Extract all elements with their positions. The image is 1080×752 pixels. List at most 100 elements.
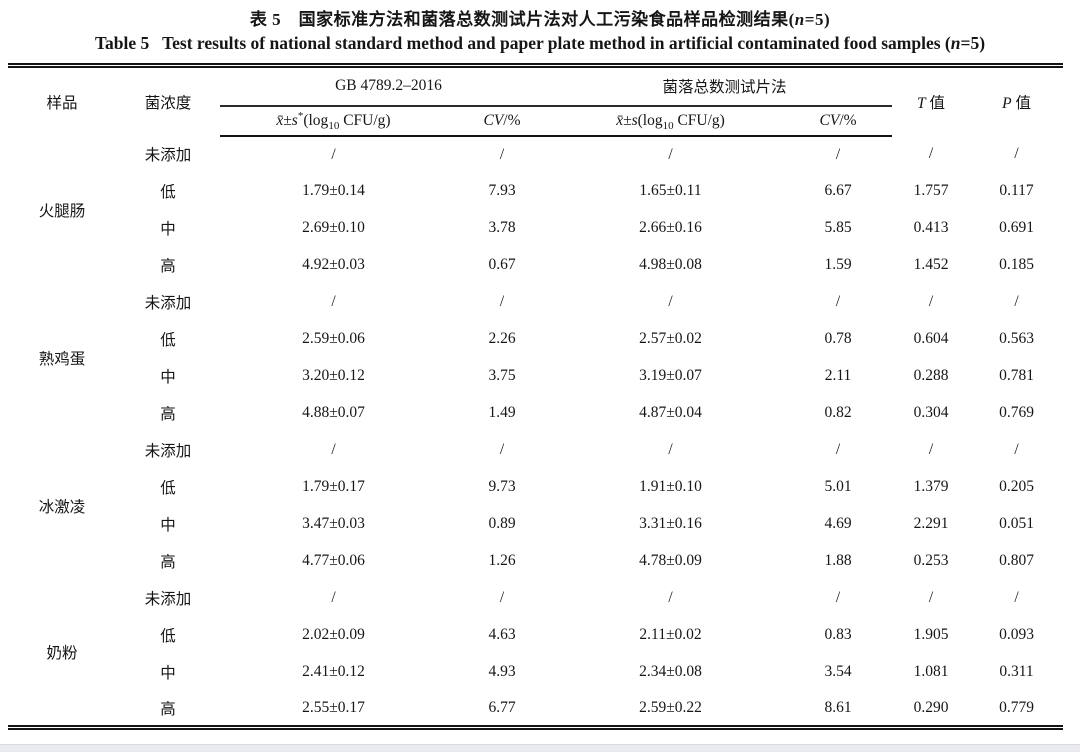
gb-mean-cell: 1.79±0.14 [302, 182, 365, 199]
pp-mean-cell: 2.59±0.22 [639, 698, 702, 716]
p-label: 值 [1011, 94, 1031, 112]
gb-mean-cell: 4.77±0.06 [302, 552, 365, 569]
pp-cv-cell: 6.67 [824, 182, 852, 199]
t-cell: 0.304 [913, 404, 949, 421]
t-cell: 0.290 [913, 698, 949, 716]
concentration-cell: 低 [160, 184, 176, 201]
p-cell: 0.781 [999, 367, 1034, 384]
t-cell: / [928, 589, 934, 606]
table-row: 低 1.79±0.14 7.93 1.65±0.11 6.67 1.757 0.… [8, 173, 1063, 210]
concentration-cell: 中 [160, 369, 176, 386]
t-cell: 1.452 [913, 256, 949, 273]
concentration-cell: 中 [160, 517, 176, 534]
gb-cv-cell: 6.77 [488, 698, 516, 716]
gb-cv-cell: / [499, 293, 505, 310]
unit-text: CFU/g) [339, 111, 391, 129]
gb-cv-cell: 7.93 [488, 182, 516, 199]
t-cell: 0.288 [913, 367, 949, 384]
pp-cv-cell: 1.59 [824, 256, 852, 273]
pp-cv-cell: 0.82 [824, 404, 852, 421]
pp-mean-cell: 3.31±0.16 [639, 515, 702, 532]
t-cell: 0.253 [913, 552, 949, 569]
log-base-subscript: 10 [662, 119, 674, 132]
concentration-cell: 未添加 [144, 591, 192, 608]
t-label: 值 [925, 94, 946, 112]
pp-cv-cell: 8.61 [824, 698, 852, 716]
t-cell: / [928, 145, 934, 162]
gb-mean-cell: 3.20±0.12 [302, 367, 365, 384]
gb-cv-cell: / [499, 441, 505, 458]
p-cell: / [1014, 293, 1019, 310]
table-title-zh: 表 5 国家标准方法和菌落总数测试片法对人工污染食品样品检测结果(n=5) [0, 8, 1080, 31]
gb-mean-cell: / [331, 589, 336, 606]
t-cell: 2.291 [913, 515, 949, 532]
gb-cv-cell: / [499, 145, 505, 163]
pp-mean-cell: 4.78±0.09 [639, 552, 702, 569]
sample-cell: 冰激凌 [38, 498, 86, 516]
gb-mean-cell: 2.41±0.12 [302, 663, 365, 680]
header-t-value: T 值 [892, 66, 970, 136]
header-concentration: 菌浓度 [144, 94, 192, 112]
table-row: 高 4.88±0.07 1.49 4.87±0.04 0.82 0.304 0.… [8, 395, 1063, 432]
t-cell: 1.081 [913, 663, 949, 680]
cv-unit: /% [839, 111, 857, 129]
results-table: 样品 菌浓度 GB 4789.2–2016 菌落总数测试片法 T 值 P 值 x… [8, 63, 1064, 730]
gb-mean-cell: 4.88±0.07 [302, 404, 365, 421]
table-row: 火腿肠 未添加 / / / / / / [8, 136, 1063, 220]
cv-unit: /% [503, 111, 521, 129]
gb-mean-cell: / [331, 145, 336, 163]
pp-cv-cell: / [835, 441, 841, 458]
t-cell: 1.905 [913, 626, 949, 643]
table-row: 高 4.77±0.06 1.26 4.78±0.09 1.88 0.253 0.… [8, 543, 1063, 580]
p-cell: 0.311 [999, 663, 1034, 680]
t-cell: 1.757 [913, 182, 949, 199]
concentration-cell: 高 [160, 258, 176, 275]
pp-cv-cell: 1.88 [824, 552, 852, 569]
header-sample: 样品 [46, 94, 78, 112]
asterisk-superscript: * [297, 109, 304, 122]
table-row: 低 2.02±0.09 4.63 2.11±0.02 0.83 1.905 0.… [8, 617, 1063, 654]
cv-symbol: CV [819, 111, 840, 129]
title-en-n-italic: n [950, 33, 961, 53]
pp-cv-cell: 5.01 [824, 478, 852, 495]
log-open: (log [303, 111, 329, 129]
gb-cv-cell: 0.67 [488, 256, 516, 273]
pp-mean-cell: 1.91±0.10 [639, 478, 702, 495]
header-pp-cv: CV/% [784, 105, 893, 137]
concentration-cell: 低 [160, 332, 176, 349]
pp-cv-cell: 3.54 [824, 663, 852, 680]
pp-cv-cell: 0.83 [824, 626, 852, 643]
p-cell: / [1014, 145, 1019, 162]
p-cell: 0.691 [999, 219, 1034, 236]
gb-cv-cell: 1.49 [488, 404, 516, 421]
gb-cv-cell: 9.73 [488, 478, 516, 495]
concentration-cell: 中 [160, 221, 176, 238]
gb-mean-cell: 3.47±0.03 [302, 515, 365, 532]
table-row: 中 3.47±0.03 0.89 3.31±0.16 4.69 2.291 0.… [8, 506, 1063, 543]
concentration-cell: 未添加 [144, 295, 192, 312]
concentration-cell: 未添加 [144, 443, 192, 460]
t-cell: / [928, 293, 934, 310]
gb-cv-cell: 4.93 [488, 663, 516, 680]
gb-cv-cell: 4.63 [488, 626, 516, 643]
concentration-cell: 中 [160, 665, 176, 682]
pp-mean-cell: 2.57±0.02 [639, 330, 702, 347]
header-paper-plate-group: 菌落总数测试片法 [557, 65, 893, 107]
cv-symbol: CV [483, 111, 504, 129]
title-en-suffix: =5) [960, 33, 986, 53]
table-body: 火腿肠 未添加 / / / / / / 低 1.79±0.14 7.93 1.6… [8, 136, 1063, 728]
concentration-cell: 高 [160, 700, 176, 718]
concentration-cell: 低 [160, 628, 176, 645]
pp-cv-cell: 2.11 [824, 367, 852, 384]
table-row: 中 2.69±0.10 3.78 2.66±0.16 5.85 0.413 0.… [8, 210, 1063, 247]
sample-cell: 奶粉 [46, 645, 78, 663]
concentration-cell: 高 [160, 554, 176, 571]
table-row: 低 2.59±0.06 2.26 2.57±0.02 0.78 0.604 0.… [8, 321, 1063, 358]
p-cell: 0.563 [999, 330, 1034, 347]
p-cell: / [1014, 441, 1019, 458]
pp-mean-cell: 3.19±0.07 [639, 367, 702, 384]
p-cell: 0.051 [999, 515, 1034, 532]
gb-mean-cell: 2.59±0.06 [302, 330, 365, 347]
header-gb-group: GB 4789.2–2016 [220, 65, 558, 107]
pp-mean-cell: 2.34±0.08 [639, 663, 702, 680]
